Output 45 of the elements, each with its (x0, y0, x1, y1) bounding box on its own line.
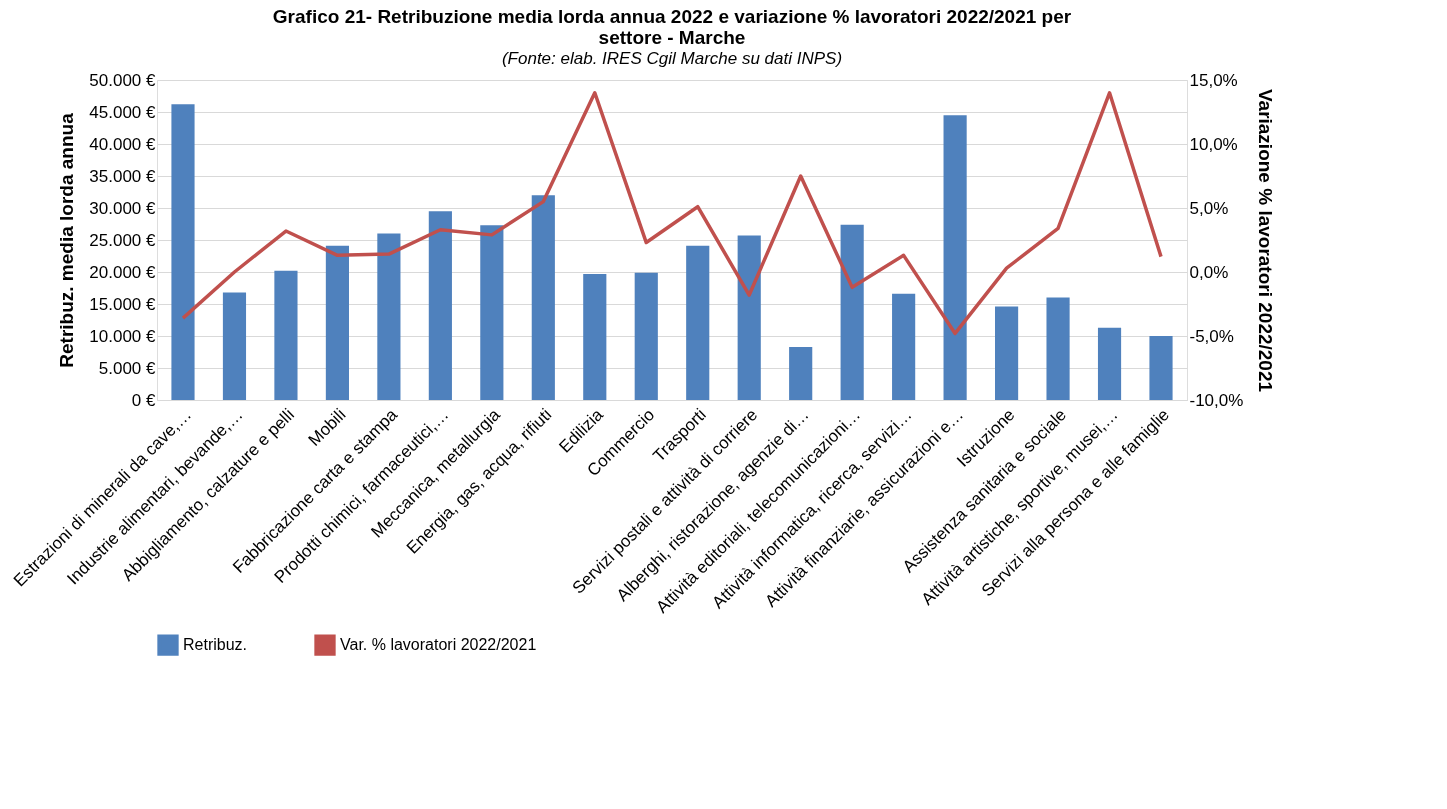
y2-tick-label: 15,0% (1189, 70, 1238, 90)
bar (583, 273, 607, 400)
y2-tick-label: -5,0% (1189, 326, 1234, 346)
bar (789, 346, 813, 400)
bar (892, 293, 916, 400)
y-tick-label: 20.000 € (89, 262, 157, 282)
y2-tick-label: 10,0% (1189, 134, 1238, 154)
bar (480, 225, 504, 400)
y2-axis-title: Variazione % lavoratori 2022/2021 (1255, 88, 1277, 393)
y-tick-label: 50.000 € (89, 70, 157, 90)
legend-label: Retribuz. (183, 636, 248, 654)
y-tick-label: 15.000 € (89, 294, 157, 314)
y-tick-label: 10.000 € (89, 326, 157, 346)
bar (1046, 297, 1070, 400)
y-tick-label: 45.000 € (89, 102, 157, 122)
bar (943, 115, 967, 400)
legend-label: Var. % lavoratori 2022/2021 (340, 636, 537, 654)
text: settore - Marche (598, 27, 746, 48)
bar (531, 195, 555, 400)
y-tick-label: 40.000 € (89, 134, 157, 154)
bar (737, 235, 761, 400)
y-tick-label: 0 € (131, 390, 157, 410)
y-tick-label: 30.000 € (89, 198, 157, 218)
bar (686, 245, 710, 400)
bar (634, 272, 658, 400)
bar (222, 292, 247, 400)
bar (1097, 327, 1122, 400)
bar (325, 245, 349, 400)
y-tick-label: 35.000 € (89, 166, 157, 186)
line-series (181, 91, 1163, 336)
y2-tick-label: 5,0% (1189, 198, 1229, 218)
y2-tick-label: 0,0% (1189, 262, 1229, 282)
text: Grafico 21- Retribuzione media lorda annua 2022 e variazione % lavoratori 2022/2021 per (272, 6, 1072, 27)
bar (377, 233, 401, 400)
y-tick-label: 25.000 € (89, 230, 157, 250)
y-tick-label: 5.000 € (98, 358, 157, 378)
y2-tick-label: -10,0% (1189, 390, 1244, 410)
bar (840, 224, 864, 400)
bar (274, 270, 298, 400)
bar (428, 211, 452, 400)
y-axis-title: Retribuz. media lorda annua (56, 112, 78, 368)
bar (1149, 336, 1173, 400)
chart-subtitle: (Fonte: elab. IRES Cgil Marche su dati INPS) (501, 49, 843, 68)
bar (995, 306, 1019, 400)
bar (171, 104, 195, 400)
